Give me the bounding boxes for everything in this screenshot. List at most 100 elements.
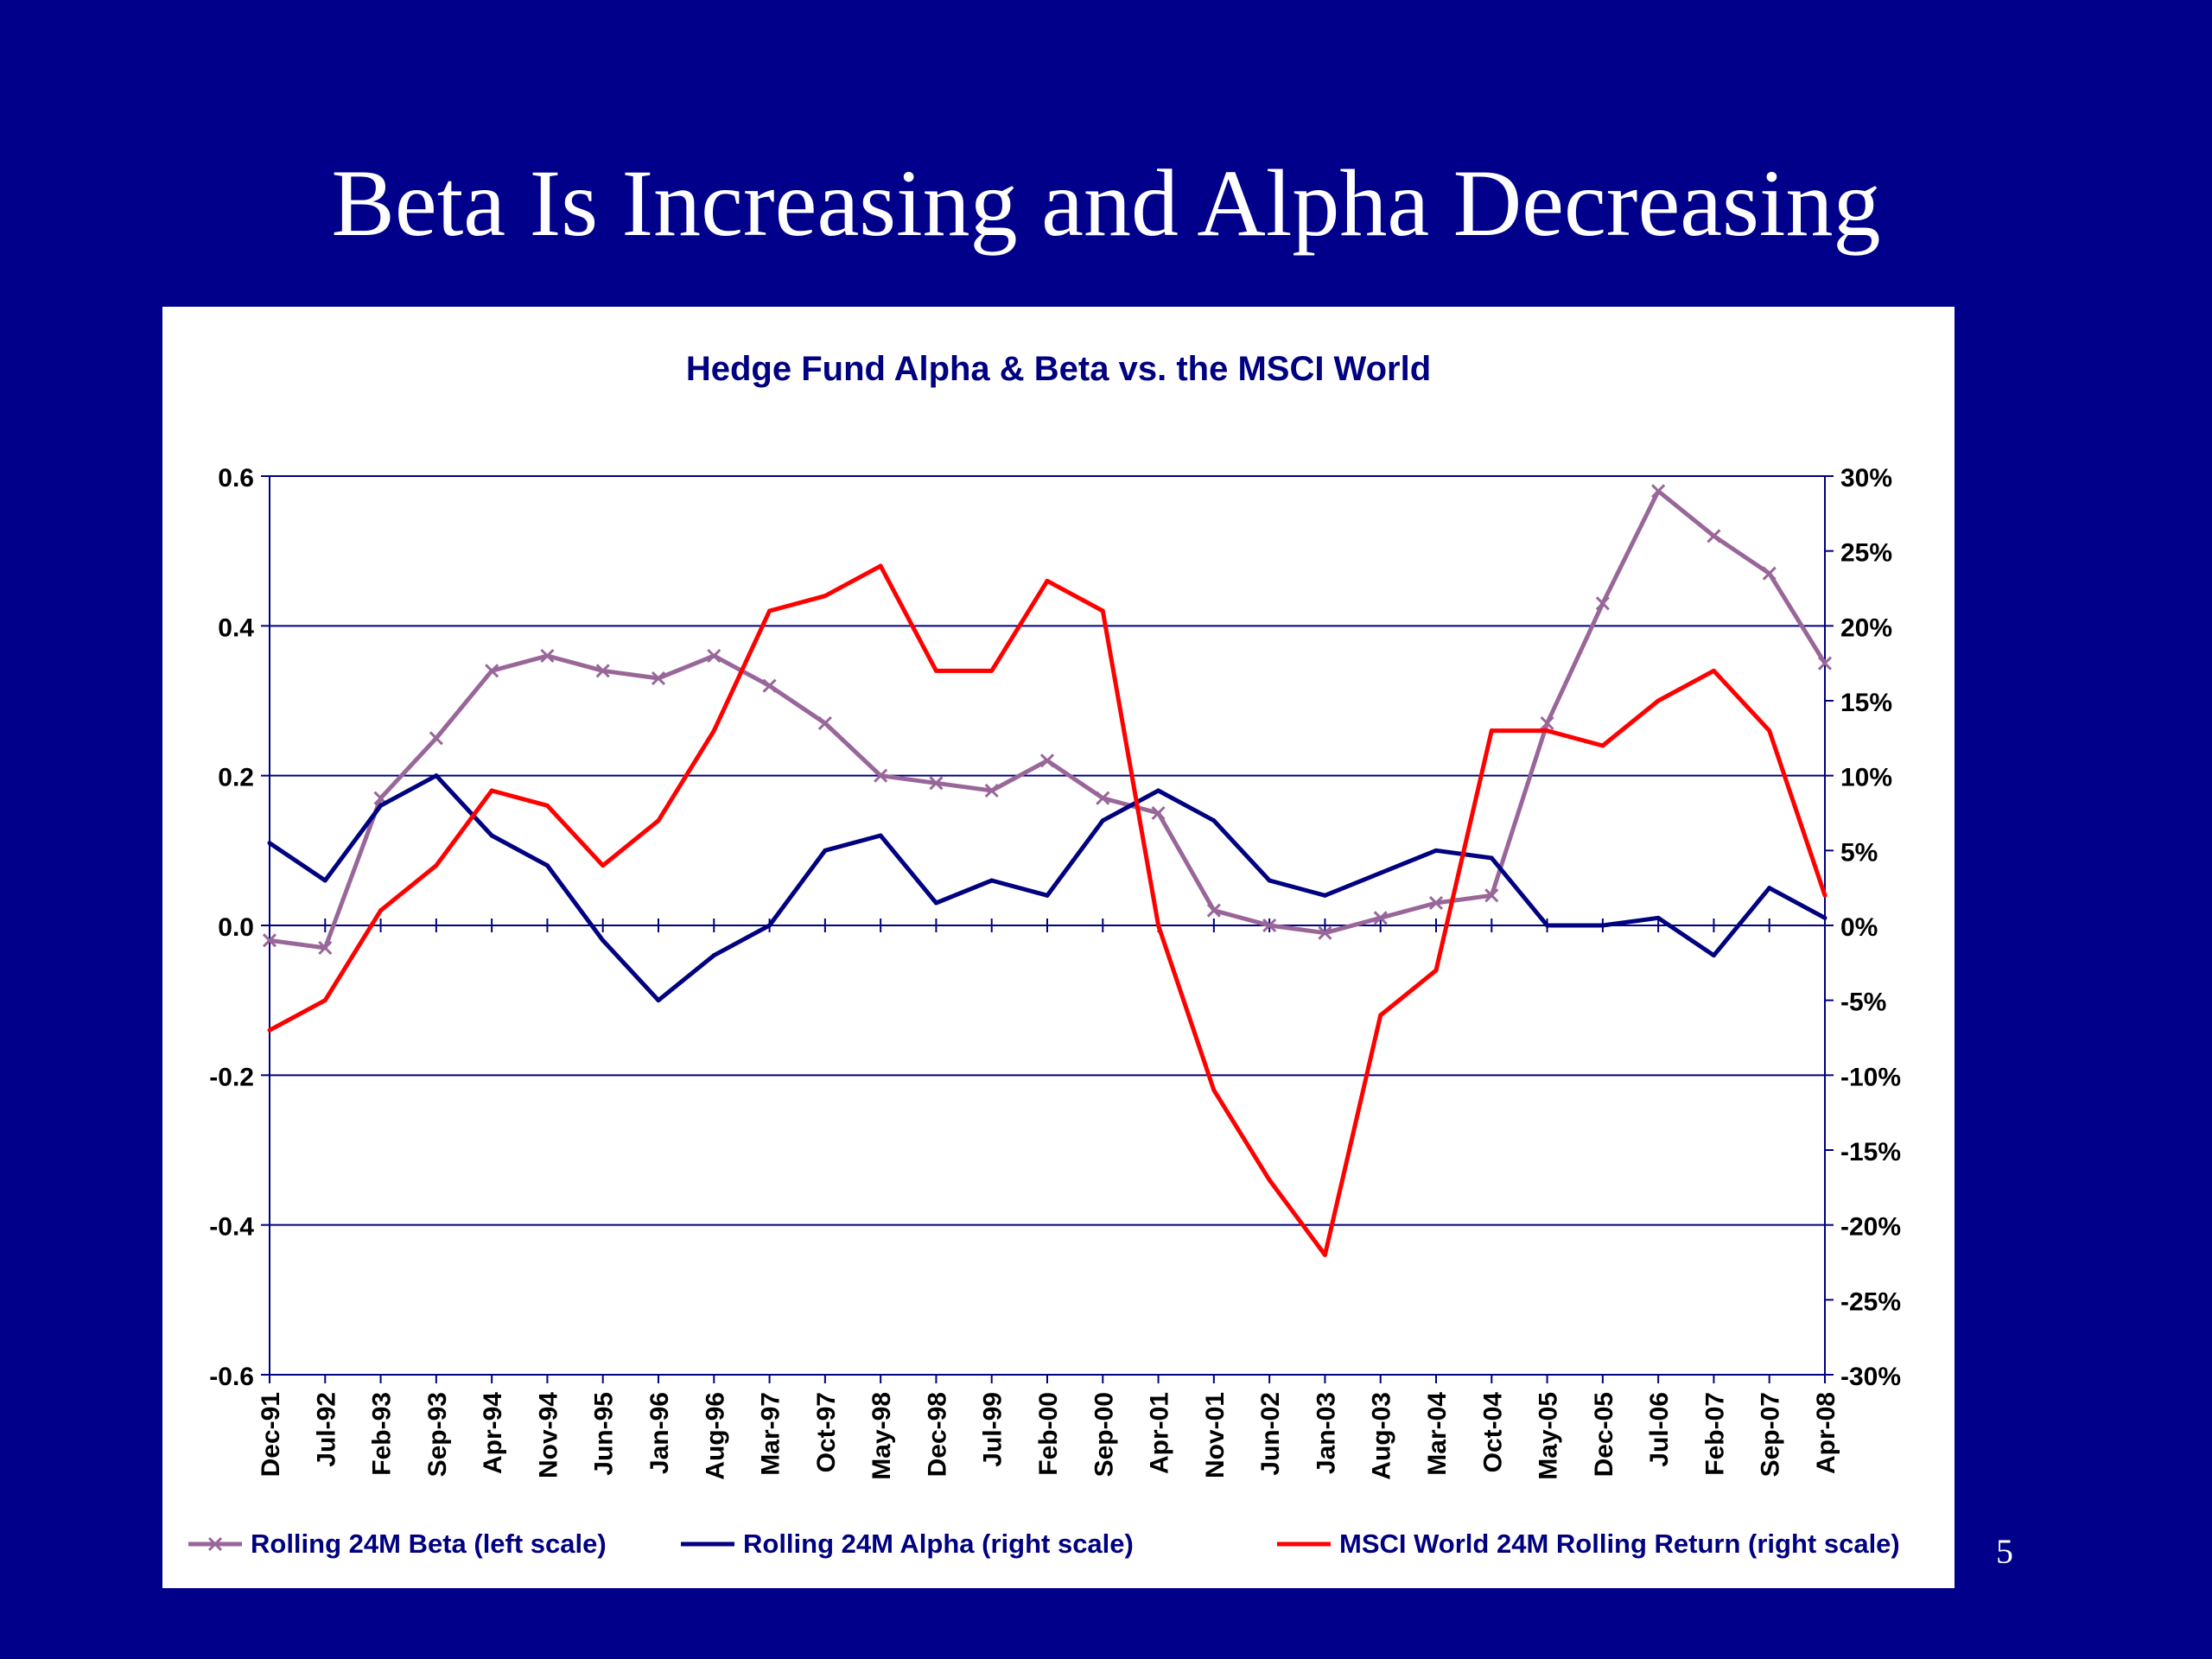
- series-3-point: [878, 563, 883, 569]
- series-3-point: [656, 818, 661, 823]
- series-2-point: [823, 848, 828, 853]
- series-2-point: [601, 938, 606, 943]
- series-3-point: [1433, 968, 1439, 973]
- series-2-point: [378, 803, 384, 808]
- series-1-point: [1151, 805, 1166, 821]
- series-3-point: [1711, 668, 1716, 673]
- series-1-point: [1595, 596, 1610, 611]
- marker-stroke: [1817, 656, 1833, 671]
- series-3-point: [1267, 1178, 1272, 1183]
- x-tick-label: Jun-02: [1256, 1392, 1285, 1476]
- page-number: 5: [1996, 1532, 2013, 1571]
- series-3-point: [1322, 1252, 1327, 1257]
- right-tick-label: -10%: [1840, 1063, 1901, 1091]
- right-tick-label: 15%: [1840, 689, 1892, 717]
- left-tick-label: 0.0: [218, 913, 254, 942]
- right-tick-label: 30%: [1840, 464, 1892, 493]
- marker-stroke: [318, 940, 333, 956]
- series-1-point: [762, 678, 777, 693]
- legend-label: Rolling 24M Beta (left scale): [251, 1529, 607, 1559]
- x-tick-label: Dec-05: [1590, 1392, 1618, 1477]
- series-1-point: [817, 715, 832, 731]
- series-1-point: [1762, 566, 1777, 581]
- series-1-point: [1817, 656, 1833, 671]
- right-tick-label: 5%: [1840, 838, 1878, 867]
- marker-stroke: [1262, 918, 1277, 933]
- marker-stroke: [707, 648, 721, 664]
- series-1-point: [1484, 888, 1499, 903]
- x-tick-label: Sep-07: [1757, 1392, 1785, 1477]
- marker-stroke: [1595, 596, 1610, 611]
- series-layer: [262, 484, 1833, 1257]
- series-2-point: [1156, 788, 1161, 793]
- series-2-point: [434, 773, 439, 779]
- series-3-point: [489, 788, 494, 793]
- right-tick-label: -5%: [1840, 988, 1886, 1017]
- series-2-point: [489, 833, 494, 838]
- x-tick-label: Mar-04: [1423, 1392, 1452, 1476]
- x-tick-label: Aug-96: [701, 1392, 729, 1480]
- series-1-point: [1318, 925, 1332, 940]
- series-3-point: [1211, 1088, 1217, 1093]
- series-1-point: [429, 731, 443, 746]
- marker-stroke: [762, 678, 777, 693]
- x-axis: Dec-91 Jul-92 Feb-93 Sep-93 Apr-94 Nov-94 Jun-…: [257, 1375, 1840, 1480]
- x-tick-label: Jun-95: [590, 1392, 619, 1476]
- series-2-point: [1378, 870, 1383, 875]
- x-tick-label: Oct-97: [812, 1392, 841, 1472]
- series-3-point: [1822, 893, 1827, 898]
- left-tick-label: 0.4: [218, 613, 254, 642]
- marker-stroke: [929, 776, 944, 791]
- series-2-point: [322, 878, 327, 883]
- x-tick-label: Apr-94: [479, 1392, 507, 1474]
- marker-stroke: [1428, 895, 1444, 911]
- series-2-point: [1045, 893, 1050, 898]
- series-3-point: [322, 998, 327, 1003]
- marker-stroke: [262, 933, 277, 948]
- series-1-point: [485, 664, 499, 678]
- series-3-point: [267, 1027, 272, 1033]
- x-tick-label: Dec-98: [923, 1392, 951, 1477]
- marker-stroke: [1318, 925, 1332, 940]
- right-tick-label: 20%: [1840, 613, 1892, 642]
- series-3-point: [1656, 698, 1661, 703]
- series-2-point: [1656, 915, 1661, 920]
- x-tick-label: Sep-93: [423, 1392, 452, 1477]
- x-tick-label: Jul-99: [979, 1392, 1007, 1467]
- x-tick-label: Dec-91: [257, 1392, 285, 1477]
- series-2-point: [544, 863, 550, 868]
- x-tick-label: Jan-03: [1312, 1392, 1340, 1474]
- marker-stroke: [595, 664, 610, 678]
- left-tick-label: -0.4: [209, 1213, 254, 1242]
- series-3-point: [1767, 728, 1772, 734]
- series-2-point: [1767, 886, 1772, 891]
- series-2-point: [933, 900, 938, 906]
- legend-label: Rolling 24M Alpha (right scale): [743, 1529, 1134, 1559]
- series-3-point: [823, 594, 828, 599]
- series-2-point: [1322, 893, 1327, 898]
- series-2-point: [1433, 848, 1439, 853]
- series-1-point: [595, 664, 610, 678]
- series-1-point: [1540, 715, 1554, 731]
- series-3-point: [601, 863, 606, 868]
- series-2-point: [656, 998, 661, 1003]
- series-3-point: [1600, 743, 1605, 748]
- series-2-point: [711, 953, 716, 958]
- series-2-point: [767, 923, 772, 928]
- marker-stroke: [1651, 484, 1666, 499]
- marker-stroke: [1373, 911, 1388, 925]
- marker-stroke: [984, 783, 999, 798]
- series-1-point: [1651, 484, 1666, 499]
- series-1-point: [1373, 911, 1388, 925]
- series-1-point: [540, 648, 555, 664]
- slide-title: Beta Is Increasing and Alpha Decreasing: [331, 150, 1881, 256]
- marker-stroke: [429, 731, 443, 746]
- x-tick-label: Oct-04: [1478, 1392, 1507, 1473]
- left-tick-label: 0.6: [218, 464, 254, 493]
- marker-stroke: [874, 768, 888, 783]
- marker-stroke: [373, 791, 388, 805]
- right-tick-label: 10%: [1840, 764, 1892, 792]
- chart-title: Hedge Fund Alpha & Beta vs. the MSCI Wor…: [686, 350, 1431, 388]
- series-3-point: [989, 668, 995, 673]
- legend-marker: [207, 1536, 223, 1552]
